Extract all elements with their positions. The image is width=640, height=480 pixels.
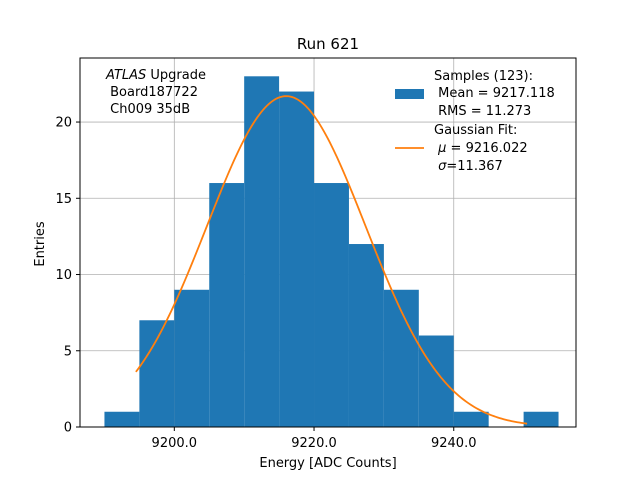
annotation-channel: Ch009 35dB <box>106 102 190 117</box>
histogram-bar <box>348 244 384 427</box>
legend-fit-sigma: σ=11.367 <box>434 159 503 174</box>
legend-fit-mu-symbol: μ <box>437 141 446 156</box>
run-annotation: ATLAS Upgrade Board187722 Ch009 35dB <box>105 68 206 117</box>
fit-line <box>135 95 528 425</box>
gaussian-fit-curve <box>135 95 528 425</box>
y-tick-label: 20 <box>55 116 72 131</box>
plot-frame <box>79 57 577 428</box>
histogram-bar <box>523 411 559 427</box>
histogram-bar <box>104 411 140 427</box>
histogram-bar <box>139 320 175 427</box>
legend-samples-swatch <box>395 89 424 99</box>
legend-fit-sigma-value: =11.367 <box>446 159 502 174</box>
x-axis-ticks: 9200.0 9220.0 9240.0 <box>152 427 477 451</box>
histogram-bar <box>209 183 245 427</box>
histogram-bar <box>314 183 349 427</box>
histogram-bar <box>453 411 489 427</box>
y-tick-label: 15 <box>55 192 72 207</box>
y-axis-ticks: 0 5 10 15 20 <box>55 116 80 436</box>
legend-fit-title: Gaussian Fit: <box>434 123 517 138</box>
axes-frame <box>79 57 577 428</box>
y-tick-label: 5 <box>64 344 72 359</box>
annotation-board: Board187722 <box>106 85 198 100</box>
x-axis-label: Energy [ADC Counts] <box>259 456 396 471</box>
y-tick-label: 10 <box>55 268 72 283</box>
legend-samples-title: Samples (123): <box>434 69 533 84</box>
legend-fit-mu-value: = 9216.022 <box>446 141 527 156</box>
legend: Samples (123): Mean = 9217.118 RMS = 11.… <box>395 69 555 174</box>
x-tick-label: 9220.0 <box>291 436 337 451</box>
histogram-bar <box>174 289 210 427</box>
legend-fit-mu: μ = 9216.022 <box>434 141 528 156</box>
annotation-line-1: ATLAS Upgrade <box>105 68 206 83</box>
histogram-bar <box>418 335 454 427</box>
x-tick-label: 9240.0 <box>431 436 477 451</box>
legend-samples-mean: Mean = 9217.118 <box>434 86 555 101</box>
x-tick-label: 9200.0 <box>152 436 198 451</box>
annotation-experiment-suffix: Upgrade <box>146 68 206 83</box>
y-tick-label: 0 <box>64 421 72 436</box>
histogram-bar <box>279 91 315 427</box>
y-axis-label: Entries <box>33 221 48 267</box>
legend-samples-rms: RMS = 11.273 <box>434 104 531 119</box>
chart-title: Run 621 <box>297 35 359 53</box>
legend-fit-sigma-symbol: σ <box>438 159 447 174</box>
histogram-bar <box>244 76 280 428</box>
annotation-experiment: ATLAS <box>105 68 146 83</box>
